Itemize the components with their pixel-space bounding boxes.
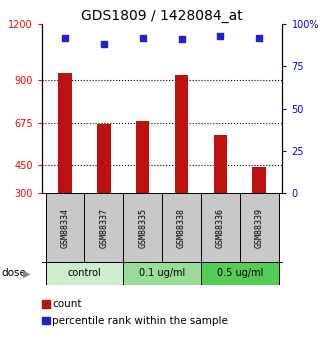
Point bbox=[101, 42, 107, 47]
FancyBboxPatch shape bbox=[123, 262, 201, 285]
Text: percentile rank within the sample: percentile rank within the sample bbox=[52, 316, 228, 325]
FancyBboxPatch shape bbox=[46, 262, 123, 285]
Text: GSM88337: GSM88337 bbox=[100, 208, 108, 248]
Bar bbox=[252, 167, 266, 193]
Text: 0.5 ug/ml: 0.5 ug/ml bbox=[217, 268, 263, 278]
Text: ▶: ▶ bbox=[23, 268, 30, 278]
Point bbox=[179, 37, 184, 42]
Text: GSM88339: GSM88339 bbox=[255, 208, 264, 248]
Bar bbox=[213, 135, 227, 193]
Bar bbox=[136, 121, 150, 193]
FancyBboxPatch shape bbox=[201, 193, 240, 262]
Bar bbox=[58, 73, 72, 193]
Title: GDS1809 / 1428084_at: GDS1809 / 1428084_at bbox=[81, 9, 243, 23]
FancyBboxPatch shape bbox=[162, 193, 201, 262]
Text: 0.1 ug/ml: 0.1 ug/ml bbox=[139, 268, 185, 278]
Text: count: count bbox=[52, 299, 82, 309]
Text: GSM88335: GSM88335 bbox=[138, 208, 147, 248]
FancyBboxPatch shape bbox=[123, 193, 162, 262]
Point bbox=[140, 35, 145, 40]
Text: GSM88336: GSM88336 bbox=[216, 208, 225, 248]
Text: GSM88334: GSM88334 bbox=[61, 208, 70, 248]
Text: dose: dose bbox=[2, 268, 26, 278]
Point bbox=[63, 35, 68, 40]
FancyBboxPatch shape bbox=[46, 193, 84, 262]
Bar bbox=[97, 124, 111, 193]
FancyBboxPatch shape bbox=[240, 193, 279, 262]
Text: control: control bbox=[67, 268, 101, 278]
Point bbox=[218, 33, 223, 39]
Bar bbox=[175, 75, 188, 193]
FancyBboxPatch shape bbox=[201, 262, 279, 285]
Point bbox=[256, 35, 262, 40]
FancyBboxPatch shape bbox=[84, 193, 123, 262]
Text: GSM88338: GSM88338 bbox=[177, 208, 186, 248]
